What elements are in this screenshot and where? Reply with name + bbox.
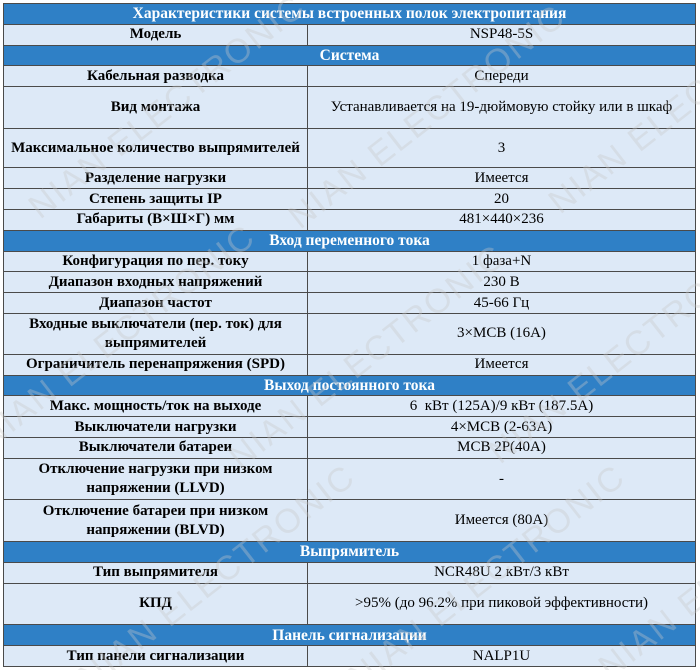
spec-label: Вид монтажа xyxy=(3,86,308,129)
spec-label: Конфигурация по пер. току xyxy=(3,250,308,273)
spec-row: Ограничитель перенапряжения (SPD) Имеетс… xyxy=(3,353,696,376)
section-header-dc-output: Выход постоянного тока xyxy=(3,374,696,397)
spec-row: Вид монтажа Устанавливается на 19-дюймов… xyxy=(3,86,696,129)
spec-value: NALP1U xyxy=(307,645,696,667)
spec-value: Спереди xyxy=(307,65,696,88)
section-title: Панель сигнализации xyxy=(3,624,696,647)
spec-value: MCB 2P(40A) xyxy=(307,436,696,459)
spec-value: 4×MCB (2-63A) xyxy=(307,416,696,438)
spec-label: КПД xyxy=(3,582,308,626)
spec-label: Макс. мощность/ток на выходе xyxy=(3,395,308,418)
spec-row: Максимальное количество выпрямителей 3 xyxy=(3,127,696,169)
spec-label: Входные выключатели (пер. ток) для выпря… xyxy=(3,313,308,355)
spec-label: Отключение нагрузки при низком напряжени… xyxy=(3,457,308,501)
spec-row: Отключение нагрузки при низком напряжени… xyxy=(3,457,696,501)
spec-label: Тип выпрямителя xyxy=(3,561,308,584)
spec-label: Разделение нагрузки xyxy=(3,167,308,190)
spec-row: Конфигурация по пер. току 1 фаза+N xyxy=(3,250,696,273)
spec-row: Кабельная разводка Спереди xyxy=(3,65,696,88)
section-header-ac-input: Вход переменного тока xyxy=(3,229,696,252)
spec-label: Диапазон частот xyxy=(3,292,308,315)
spec-value: Имеется xyxy=(307,167,696,190)
spec-row: Выключатели батареи MCB 2P(40A) xyxy=(3,436,696,459)
spec-label: Кабельная разводка xyxy=(3,65,308,88)
spec-value: Имеется xyxy=(307,353,696,376)
spec-row: Входные выключатели (пер. ток) для выпря… xyxy=(3,313,696,355)
spec-value: - xyxy=(307,457,696,501)
spec-label: Отключение батареи при низком напряжении… xyxy=(3,499,308,542)
spec-label: Степень защиты IP xyxy=(3,188,308,211)
spec-value: NCR48U 2 кВт/3 кВт xyxy=(307,561,696,584)
section-title: Вход переменного тока xyxy=(3,229,696,252)
spec-value: Имеется (80А) xyxy=(307,499,696,542)
spec-value: 20 xyxy=(307,188,696,211)
spec-row: Макс. мощность/ток на выходе 6 кВт (125А… xyxy=(3,395,696,418)
spec-value: 6 кВт (125А)/9 кВт (187.5А) xyxy=(307,395,696,418)
table-title: Характеристики системы встроенных полок … xyxy=(3,3,696,25)
model-label: Модель xyxy=(3,23,308,46)
spec-row: Отключение батареи при низком напряжении… xyxy=(3,499,696,542)
spec-value: 45-66 Гц xyxy=(307,292,696,315)
spec-label: Ограничитель перенапряжения (SPD) xyxy=(3,353,308,376)
spec-row: Тип панели сигнализации NALP1U xyxy=(3,645,696,667)
model-row: Модель NSP48-5S xyxy=(3,23,696,46)
spec-label: Максимальное количество выпрямителей xyxy=(3,127,308,169)
spec-value: Устанавливается на 19-дюймовую стойку ил… xyxy=(307,86,696,129)
spec-value: 3×MCB (16A) xyxy=(307,313,696,355)
spec-value: 230 В xyxy=(307,271,696,294)
section-header-rectifier: Выпрямитель xyxy=(3,541,696,563)
spec-row: Диапазон входных напряжений 230 В xyxy=(3,271,696,294)
spec-row: Диапазон частот 45-66 Гц xyxy=(3,292,696,315)
spec-label: Выключатели нагрузки xyxy=(3,416,308,438)
spec-row: Разделение нагрузки Имеется xyxy=(3,167,696,190)
spec-row: КПД >95% (до 96.2% при пиковой эффективн… xyxy=(3,582,696,626)
spec-row: Выключатели нагрузки 4×MCB (2-63A) xyxy=(3,416,696,438)
spec-label: Габариты (В×Ш×Г) мм xyxy=(3,209,308,231)
section-title: Выход постоянного тока xyxy=(3,374,696,397)
spec-label: Выключатели батареи xyxy=(3,436,308,459)
model-value: NSP48-5S xyxy=(307,23,696,46)
spec-value: 1 фаза+N xyxy=(307,250,696,273)
section-title: Система xyxy=(3,44,696,67)
spec-row: Степень защиты IP 20 xyxy=(3,188,696,211)
spec-label: Тип панели сигнализации xyxy=(3,645,308,667)
section-header-alarm-panel: Панель сигнализации xyxy=(3,624,696,647)
spec-value: >95% (до 96.2% при пиковой эффективности… xyxy=(307,582,696,626)
spec-row: Тип выпрямителя NCR48U 2 кВт/3 кВт xyxy=(3,561,696,584)
table-title-row: Характеристики системы встроенных полок … xyxy=(3,3,696,25)
section-title: Выпрямитель xyxy=(3,541,696,563)
section-header-system: Система xyxy=(3,44,696,67)
spec-label: Диапазон входных напряжений xyxy=(3,271,308,294)
spec-table: Характеристики системы встроенных полок … xyxy=(3,3,696,667)
spec-value: 3 xyxy=(307,127,696,169)
spec-row: Габариты (В×Ш×Г) мм 481×440×236 xyxy=(3,209,696,231)
spec-value: 481×440×236 xyxy=(307,209,696,231)
